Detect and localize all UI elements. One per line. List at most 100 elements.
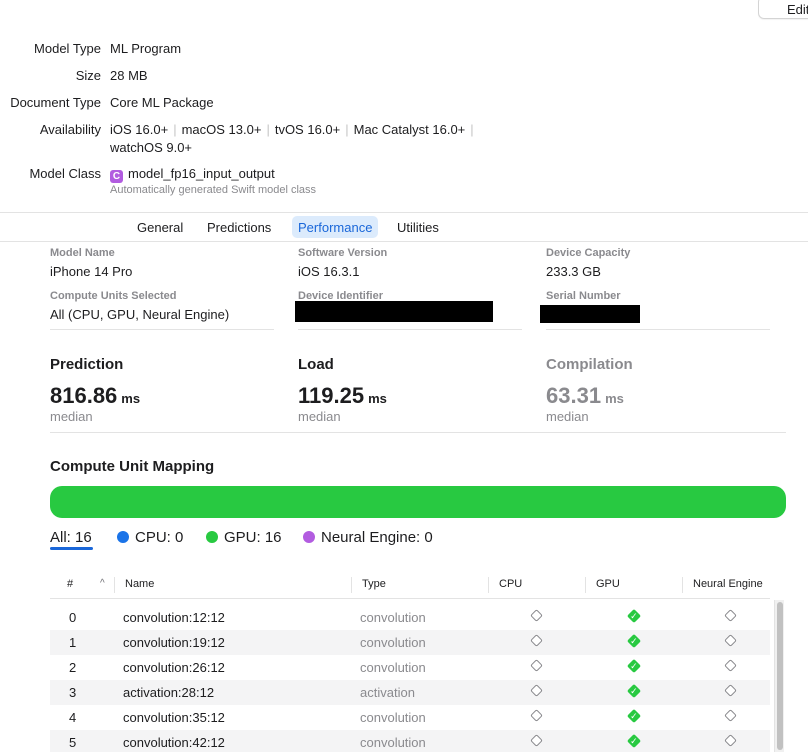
row-index: 0 [69, 610, 77, 625]
availability-watchos: watchOS 9.0+ [110, 140, 193, 155]
prediction-number: 816.86 [50, 383, 118, 408]
tab-bar: General Predictions Performance Utilitie… [0, 212, 808, 242]
divider [50, 432, 786, 433]
row-type: convolution [360, 735, 426, 750]
checkmark-icon: ✓ [630, 735, 638, 746]
compute-unit-mapping-title: Compute Unit Mapping [50, 458, 215, 475]
neural-engine-unsupported-icon [724, 684, 737, 697]
device-capacity-label: Device Capacity [546, 247, 631, 259]
neural-engine-dot-icon [303, 531, 315, 543]
column-header-type[interactable]: Type [362, 578, 386, 590]
column-divider[interactable] [585, 577, 586, 593]
model-name-label: Model Name [50, 247, 115, 259]
row-name: activation:28:12 [123, 685, 215, 700]
cpu-dot-icon [117, 531, 129, 543]
filter-all-label: All: 16 [50, 529, 92, 546]
serial-number-label: Serial Number [546, 290, 621, 302]
tab-predictions[interactable]: Predictions [207, 220, 272, 235]
table-row[interactable]: 0 convolution:12:12 convolution ✓ [50, 605, 770, 630]
device-capacity-value: 233.3 GB [546, 264, 601, 279]
neural-engine-unsupported-icon [724, 659, 737, 672]
model-class-name: model_fp16_input_output [128, 166, 275, 181]
prediction-median-label: median [50, 409, 93, 424]
divider [298, 329, 522, 330]
cpu-unsupported-icon [530, 634, 543, 647]
load-median-label: median [298, 409, 341, 424]
checkmark-icon: ✓ [630, 610, 638, 621]
model-class-note: Automatically generated Swift model clas… [110, 184, 317, 196]
load-unit: ms [368, 391, 387, 406]
serial-number-redacted [540, 305, 640, 323]
neural-engine-unsupported-icon [724, 734, 737, 747]
availability-line-1: iOS 16.0+ | macOS 13.0+ | tvOS 16.0+ | Mac Cat… [110, 122, 474, 137]
sort-ascending-icon[interactable]: ^ [100, 578, 105, 589]
column-header-gpu[interactable]: GPU [596, 578, 620, 590]
software-version-value: iOS 16.3.1 [298, 264, 360, 279]
column-header-name[interactable]: Name [125, 578, 155, 590]
model-class-label: Model Class [29, 166, 101, 181]
divider [546, 329, 770, 330]
row-index: 2 [69, 660, 77, 675]
column-divider[interactable] [351, 577, 352, 593]
compute-units-value: All (CPU, GPU, Neural Engine) [50, 307, 230, 322]
tab-general[interactable]: General [137, 220, 184, 235]
filter-gpu[interactable]: GPU: 16 [206, 529, 282, 546]
table-row[interactable]: 4 convolution:35:12 convolution ✓ [50, 705, 770, 730]
row-index: 3 [69, 685, 77, 700]
gpu-supported-icon: ✓ [626, 733, 642, 749]
filter-all[interactable]: All: 16 [50, 529, 92, 546]
edit-button[interactable]: Edit [758, 0, 808, 19]
column-divider[interactable] [488, 577, 489, 593]
row-name: convolution:26:12 [123, 660, 225, 675]
column-header-index[interactable]: # [67, 578, 74, 590]
compilation-unit: ms [605, 391, 624, 406]
column-header-neural-engine[interactable]: Neural Engine [693, 578, 763, 590]
row-type: activation [360, 685, 415, 700]
column-divider[interactable] [682, 577, 683, 593]
gpu-supported-icon: ✓ [626, 683, 642, 699]
size-label: Size [75, 68, 101, 83]
tab-performance[interactable]: Performance [292, 216, 379, 238]
cpu-unsupported-icon [530, 709, 543, 722]
row-type: convolution [360, 610, 426, 625]
neural-engine-unsupported-icon [724, 634, 737, 647]
checkmark-icon: ✓ [630, 710, 638, 721]
row-index: 1 [69, 635, 77, 650]
divider [50, 329, 274, 330]
gpu-dot-icon [206, 531, 218, 543]
checkmark-icon: ✓ [630, 635, 638, 646]
gpu-supported-icon: ✓ [626, 708, 642, 724]
filter-all-indicator [50, 547, 93, 550]
column-divider[interactable] [114, 577, 115, 593]
scrollbar-thumb[interactable] [777, 602, 783, 750]
filter-cpu[interactable]: CPU: 0 [117, 529, 183, 546]
device-identifier-redacted [295, 301, 493, 322]
compilation-title: Compilation [546, 356, 633, 373]
table-row[interactable]: 2 convolution:26:12 convolution ✓ [50, 655, 770, 680]
checkmark-icon: ✓ [630, 660, 638, 671]
gpu-supported-icon: ✓ [626, 633, 642, 649]
gpu-supported-icon: ✓ [626, 608, 642, 624]
table-row[interactable]: 1 convolution:19:12 convolution ✓ [50, 630, 770, 655]
table-row[interactable]: 3 activation:28:12 activation ✓ [50, 680, 770, 705]
cpu-unsupported-icon [530, 734, 543, 747]
model-type-label: Model Type [34, 41, 101, 56]
column-header-cpu[interactable]: CPU [499, 578, 523, 590]
checkmark-icon: ✓ [630, 685, 638, 696]
table-header-divider [50, 598, 770, 599]
row-type: convolution [360, 660, 426, 675]
prediction-value: 816.86 ms [50, 383, 140, 409]
size-value: 28 MB [110, 68, 148, 83]
table-scrollbar[interactable] [774, 600, 784, 752]
load-title: Load [298, 356, 334, 373]
row-name: convolution:19:12 [123, 635, 225, 650]
row-type: convolution [360, 710, 426, 725]
availability-tvos: tvOS 16.0+ [274, 122, 341, 137]
filter-neural-engine[interactable]: Neural Engine: 0 [303, 529, 433, 546]
availability-ios: iOS 16.0+ [110, 122, 169, 137]
tab-utilities[interactable]: Utilities [397, 220, 439, 235]
cpu-unsupported-icon [530, 659, 543, 672]
table-row[interactable]: 5 convolution:42:12 convolution ✓ [50, 730, 770, 752]
prediction-unit: ms [121, 391, 141, 406]
